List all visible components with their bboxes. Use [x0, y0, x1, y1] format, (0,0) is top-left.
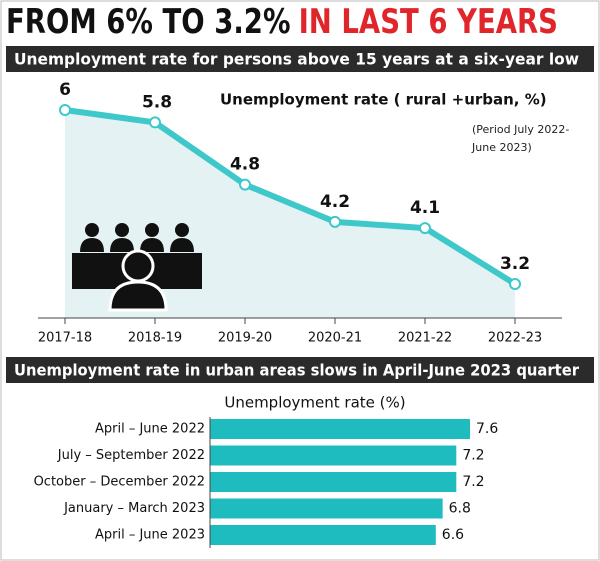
banner-text: Unemployment rate in urban areas slows i…	[14, 361, 579, 380]
point	[59, 104, 71, 116]
banner-text: Unemployment rate for persons above 15 y…	[14, 50, 579, 69]
banner	[6, 357, 594, 383]
point	[149, 116, 161, 129]
y-tick-label: January – March 2023	[63, 501, 205, 516]
headline-part: IN LAST 6 YEARS	[299, 2, 558, 42]
icon	[72, 223, 202, 312]
chart-subtitle: Unemployment rate (%)	[224, 394, 405, 412]
banner	[6, 46, 594, 72]
bar	[210, 445, 457, 466]
bar	[210, 419, 470, 439]
note: (Period July 2022-	[472, 123, 569, 136]
data-label: 4.8	[230, 155, 260, 175]
point	[239, 178, 251, 191]
x-tick-label: 2020-21	[308, 331, 362, 346]
data-label: 4.2	[320, 192, 350, 212]
bar	[210, 525, 436, 545]
point	[419, 222, 431, 235]
data-label: 7.2	[462, 474, 484, 490]
data-label: 7.6	[476, 421, 498, 437]
data-label: 6	[59, 80, 71, 100]
line	[64, 107, 517, 287]
chart-subtitle: Unemployment rate ( rural +urban, %)	[220, 91, 547, 109]
bar	[210, 498, 443, 519]
headline-part: FROM 6% TO 3.2%	[6, 2, 290, 42]
y-tick-label: July – September 2022	[57, 448, 205, 463]
y-tick-label: October – December 2022	[34, 475, 205, 490]
bar	[210, 472, 457, 492]
x-tick-label: 2022-23	[488, 331, 542, 346]
data-label: 6.6	[442, 527, 464, 543]
x-tick-label: 2021-22	[398, 331, 452, 346]
y-tick-label: April – June 2023	[95, 528, 205, 543]
data-label: 7.2	[462, 448, 484, 464]
data-label: 3.2	[500, 254, 530, 274]
x-tick-label: 2017-18	[38, 331, 92, 346]
y-tick-label: April – June 2022	[95, 422, 205, 437]
note: June 2023)	[471, 141, 532, 154]
data-label: 4.1	[410, 198, 440, 218]
point	[329, 215, 341, 228]
x-tick-label: 2019-20	[218, 331, 272, 346]
x-tick-label: 2018-19	[128, 331, 182, 346]
data-label: 5.8	[142, 92, 172, 112]
headline: FROM 6% TO 3.2%IN LAST 6 YEARS	[6, 2, 558, 42]
data-label: 6.8	[449, 501, 471, 517]
point	[509, 278, 521, 290]
